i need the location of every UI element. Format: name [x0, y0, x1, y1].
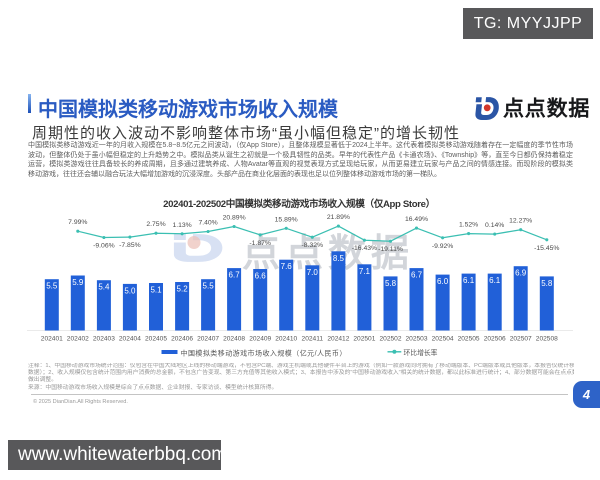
- svg-text:-16.43%: -16.43%: [352, 245, 377, 252]
- svg-text:6.7: 6.7: [229, 271, 241, 280]
- svg-text:202409: 202409: [249, 335, 271, 342]
- svg-text:202402: 202402: [67, 335, 89, 342]
- svg-text:5.1: 5.1: [150, 286, 162, 295]
- svg-text:-1.87%: -1.87%: [249, 240, 271, 247]
- svg-text:202410: 202410: [275, 335, 297, 342]
- svg-text:202501: 202501: [353, 335, 375, 342]
- svg-text:5.2: 5.2: [177, 285, 189, 294]
- svg-text:5.9: 5.9: [72, 278, 84, 287]
- svg-text:21.89%: 21.89%: [327, 214, 350, 221]
- svg-text:2.75%: 2.75%: [146, 221, 165, 228]
- svg-text:点点数据: 点点数据: [242, 233, 414, 275]
- svg-text:6.1: 6.1: [489, 276, 501, 285]
- svg-text:-15.45%: -15.45%: [534, 245, 559, 252]
- svg-text:202411: 202411: [302, 335, 324, 342]
- svg-text:5.5: 5.5: [46, 282, 58, 291]
- svg-text:0.14%: 0.14%: [485, 222, 504, 229]
- svg-text:202505: 202505: [458, 335, 480, 342]
- svg-text:5.5: 5.5: [203, 282, 215, 291]
- svg-text:202406: 202406: [171, 335, 193, 342]
- svg-text:202503: 202503: [405, 335, 427, 342]
- svg-text:6.9: 6.9: [515, 269, 527, 278]
- svg-text:7.1: 7.1: [359, 267, 371, 276]
- svg-text:202507: 202507: [510, 335, 532, 342]
- svg-text:1.52%: 1.52%: [459, 222, 478, 229]
- svg-text:7.40%: 7.40%: [198, 220, 217, 227]
- svg-text:8.5: 8.5: [333, 254, 345, 263]
- svg-text:1.13%: 1.13%: [172, 222, 191, 229]
- svg-text:5.8: 5.8: [541, 279, 553, 288]
- svg-text:-19.11%: -19.11%: [378, 246, 403, 253]
- svg-text:20.89%: 20.89%: [223, 215, 246, 222]
- svg-text:15.89%: 15.89%: [275, 216, 298, 223]
- svg-text:环比增长率: 环比增长率: [404, 348, 438, 357]
- svg-text:7.0: 7.0: [307, 268, 319, 277]
- svg-text:6.1: 6.1: [463, 276, 475, 285]
- svg-text:-9.06%: -9.06%: [93, 243, 115, 250]
- svg-text:202405: 202405: [145, 335, 167, 342]
- svg-text:5.0: 5.0: [124, 286, 136, 295]
- svg-text:202506: 202506: [484, 335, 506, 342]
- svg-text:202502: 202502: [379, 335, 401, 342]
- svg-text:-8.32%: -8.32%: [302, 242, 324, 249]
- svg-text:中国模拟类移动游戏市场收入规模（亿元/人民币）: 中国模拟类移动游戏市场收入规模（亿元/人民币）: [181, 348, 347, 357]
- svg-text:202504: 202504: [432, 335, 454, 342]
- svg-text:5.4: 5.4: [98, 283, 110, 292]
- svg-text:202403: 202403: [93, 335, 115, 342]
- svg-text:12.27%: 12.27%: [509, 218, 532, 225]
- svg-text:5.8: 5.8: [385, 279, 397, 288]
- svg-text:16.49%: 16.49%: [405, 216, 428, 223]
- svg-text:202407: 202407: [197, 335, 219, 342]
- svg-text:-7.85%: -7.85%: [119, 242, 141, 249]
- svg-text:202404: 202404: [119, 335, 141, 342]
- svg-text:202508: 202508: [536, 335, 558, 342]
- svg-text:202408: 202408: [223, 335, 245, 342]
- svg-text:202401: 202401: [41, 335, 63, 342]
- svg-text:6.0: 6.0: [437, 277, 449, 286]
- svg-text:6.7: 6.7: [411, 271, 423, 280]
- svg-text:7.99%: 7.99%: [68, 219, 87, 226]
- svg-text:202412: 202412: [327, 335, 349, 342]
- svg-text:6.6: 6.6: [255, 272, 267, 281]
- svg-text:-9.92%: -9.92%: [432, 243, 454, 250]
- svg-text:7.6: 7.6: [281, 262, 293, 271]
- svg-text:点点数据: 点点数据: [503, 97, 590, 121]
